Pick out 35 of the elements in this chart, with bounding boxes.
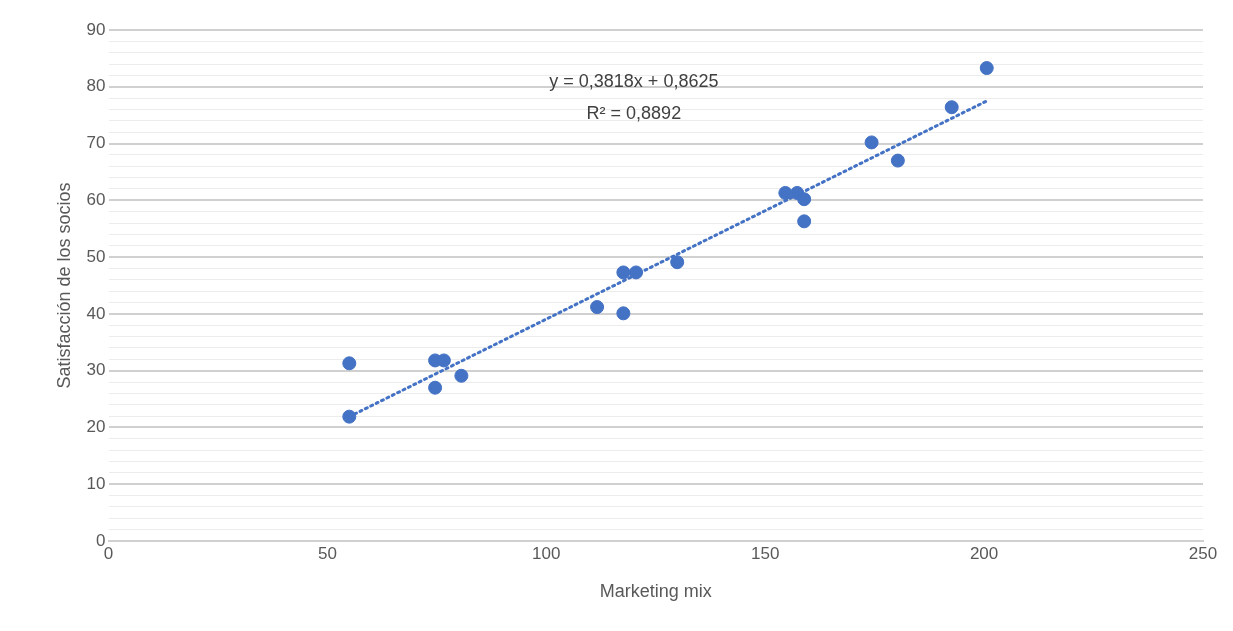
x-tick-label: 50 (317, 543, 337, 563)
y-tick-label: 20 (86, 417, 106, 437)
y-tick-label: 60 (86, 190, 106, 210)
annotation: y = 0,3818x + 0,8625 (549, 70, 719, 91)
y-tick-label: 70 (86, 133, 106, 153)
y-tick-label: 30 (86, 360, 106, 380)
point (342, 356, 357, 371)
y-axis-title: Satisfacción de los socios (53, 182, 74, 389)
x-tick-label: 250 (1188, 543, 1218, 563)
y-tick-label: 40 (86, 303, 106, 323)
annotation: R² = 0,8892 (586, 102, 682, 123)
point (778, 185, 793, 200)
point (890, 153, 905, 168)
point (454, 368, 469, 383)
x-axis-title: Marketing mix (599, 581, 712, 602)
point (979, 61, 994, 76)
y-tick-label: 50 (86, 246, 106, 266)
y-tick-label: 90 (86, 19, 106, 39)
point (629, 265, 644, 280)
point (342, 409, 357, 424)
point (590, 300, 605, 315)
point (797, 192, 812, 207)
x-tick-label: 200 (969, 543, 999, 563)
x-tick-label: 150 (751, 543, 780, 563)
y-tick-label: 10 (86, 473, 106, 493)
point (616, 306, 631, 321)
point (864, 135, 879, 150)
point (428, 380, 443, 395)
point (797, 214, 812, 229)
y-tick-label: 80 (86, 76, 106, 96)
point (944, 100, 959, 115)
y-tick-label: 0 (96, 530, 106, 550)
point (670, 255, 685, 270)
point (616, 265, 631, 280)
x-tick-label: 100 (532, 543, 561, 563)
